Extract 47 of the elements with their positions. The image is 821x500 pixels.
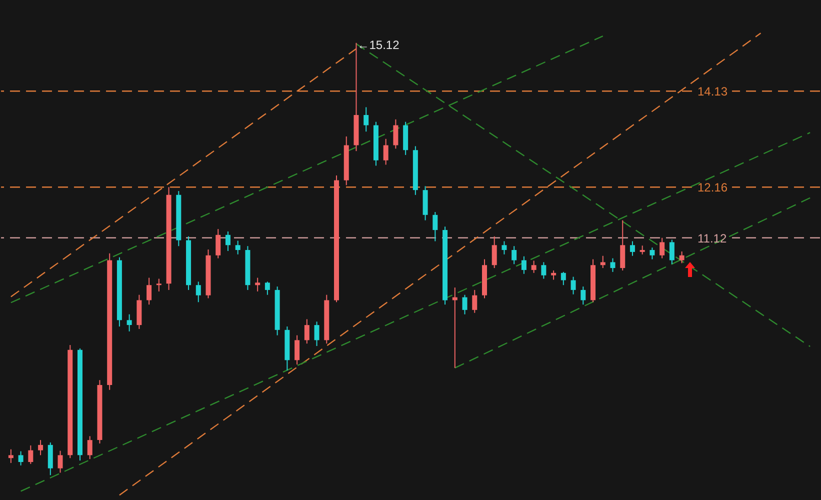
candlestick bbox=[87, 436, 92, 460]
candlestick bbox=[630, 240, 635, 256]
candlestick bbox=[570, 276, 576, 295]
candlestick bbox=[512, 246, 517, 265]
candlestick bbox=[255, 277, 260, 292]
candlestick bbox=[541, 262, 546, 280]
candlestick bbox=[551, 270, 556, 280]
candlestick bbox=[126, 314, 132, 332]
candlestick bbox=[462, 294, 468, 315]
candlestick bbox=[156, 278, 162, 292]
candlestick bbox=[225, 230, 230, 252]
candlestick bbox=[383, 138, 388, 166]
candlestick bbox=[472, 289, 478, 314]
candlestick bbox=[216, 228, 221, 259]
candlestick bbox=[304, 318, 310, 344]
candlestick bbox=[679, 250, 684, 264]
candlestick bbox=[432, 211, 438, 242]
candlestick bbox=[58, 450, 63, 474]
candlestick bbox=[48, 442, 53, 476]
candlestick bbox=[620, 220, 626, 271]
candlestick bbox=[580, 286, 586, 306]
candlestick bbox=[650, 247, 655, 260]
candlestick bbox=[314, 321, 320, 347]
candlestick bbox=[393, 118, 398, 150]
candlestick bbox=[521, 256, 526, 274]
candlestick bbox=[8, 448, 14, 464]
candlestick bbox=[531, 260, 536, 274]
y-tick-label: 11.12 bbox=[698, 231, 727, 246]
candlestick bbox=[146, 277, 152, 306]
candlestick bbox=[560, 271, 566, 286]
candlestick bbox=[294, 334, 300, 366]
candlestick bbox=[38, 440, 44, 456]
y-tick-label: 12.16 bbox=[698, 180, 728, 195]
candlestick bbox=[600, 255, 606, 269]
candlestick bbox=[28, 444, 34, 464]
candlestick bbox=[18, 450, 24, 466]
candlestick bbox=[610, 258, 616, 272]
candlestick bbox=[196, 281, 201, 303]
candlestick bbox=[364, 106, 369, 132]
candlestick bbox=[660, 237, 665, 259]
candlestick bbox=[492, 236, 497, 269]
candlestick bbox=[669, 239, 674, 265]
candlestick bbox=[264, 281, 270, 296]
candlestick bbox=[235, 240, 240, 255]
y-tick-label: 14.13 bbox=[698, 84, 728, 99]
candlestick bbox=[502, 240, 507, 255]
annotation: ←15.12 bbox=[357, 38, 400, 52]
